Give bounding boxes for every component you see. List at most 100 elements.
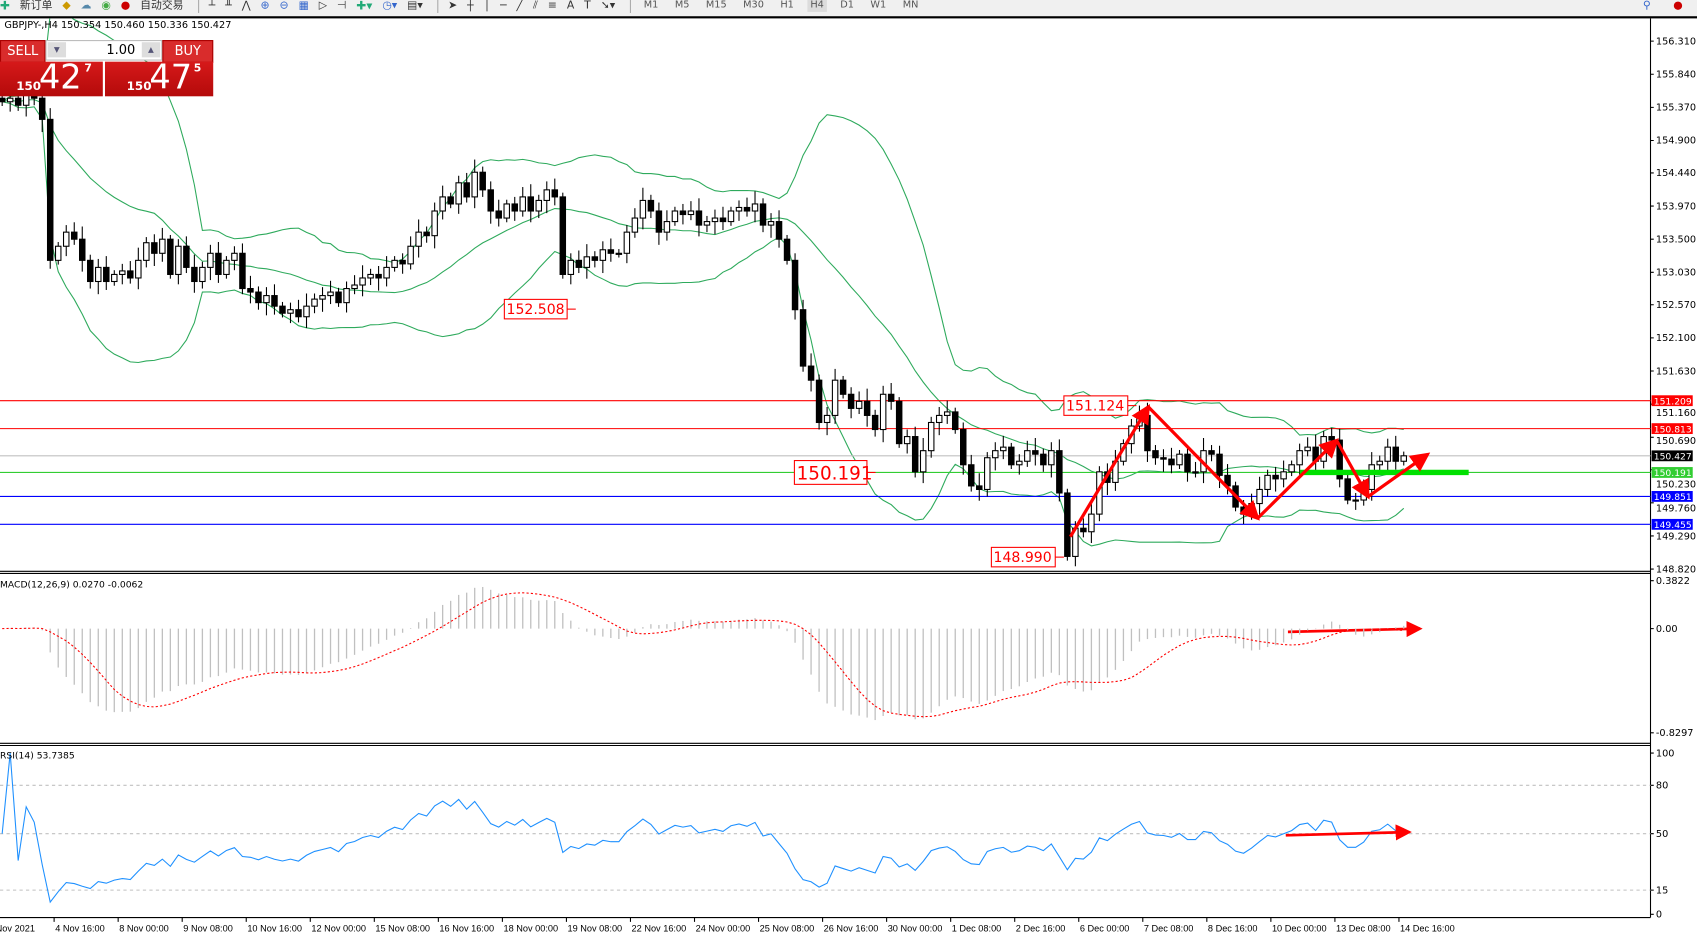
price-tag	[1651, 467, 1693, 478]
lot-size-input[interactable]: 1.00	[106, 42, 136, 58]
price-tick-label: 151.630	[1656, 366, 1696, 377]
lot-size-stepper[interactable]: ▼ 1.00 ▲	[45, 40, 163, 61]
date-tick-label: 15 Nov 08:00	[375, 924, 430, 934]
book-icon[interactable]: ◆	[62, 0, 71, 12]
zoom-in-icon[interactable]: ⊕	[260, 0, 270, 12]
timeframe-m5[interactable]: M5	[674, 0, 690, 11]
notification-icon[interactable]: ●	[1673, 0, 1683, 12]
bearish-candle	[783, 238, 791, 261]
bearish-candle	[719, 217, 727, 223]
indicators-icon[interactable]: ✚▾	[356, 0, 373, 13]
timeframe-d1[interactable]: D1	[840, 0, 854, 11]
bullish-candle	[919, 450, 927, 473]
candle-chart-icon[interactable]: ╨	[225, 0, 232, 12]
bullish-candle	[1088, 513, 1095, 533]
line-chart-icon[interactable]: ⋀	[241, 0, 251, 12]
timeframe-m1[interactable]: M1	[643, 0, 659, 11]
buy-button[interactable]: BUY	[162, 40, 214, 63]
bullish-candle	[287, 309, 294, 314]
bearish-candle	[976, 485, 983, 490]
bearish-candle	[279, 305, 286, 314]
bullish-candle	[1304, 446, 1311, 452]
bearish-candle	[647, 199, 655, 212]
cursor-icon[interactable]: ➤	[448, 0, 458, 12]
auto-trading-icon[interactable]: ●	[120, 0, 131, 12]
cloud-icon[interactable]: ☁	[80, 0, 92, 12]
periods-icon[interactable]: ◷▾	[382, 0, 398, 12]
arrows-icon[interactable]: ➘▾	[600, 0, 616, 12]
zigzag-arrow	[1069, 404, 1150, 538]
bearish-candle	[1152, 450, 1159, 459]
bullish-candle	[984, 457, 991, 490]
price-tag-label: 150.813	[1654, 424, 1692, 435]
price-tick-label: 154.900	[1656, 136, 1696, 147]
vertical-line-icon[interactable]: │	[483, 0, 491, 12]
date-tick-label: 18 Nov 00:00	[503, 924, 558, 934]
fibonacci-icon[interactable]: ≡	[547, 0, 557, 12]
timeframe-m15[interactable]: M15	[705, 0, 727, 11]
timeframe-h1[interactable]: H1	[780, 0, 794, 11]
bullish-candle	[1288, 464, 1295, 473]
bullish-candle	[1024, 450, 1031, 462]
rsi-tick-label: 15	[1656, 885, 1668, 896]
trendline-icon[interactable]: ╱	[516, 0, 524, 12]
date-tick-label: 30 Nov 00:00	[888, 924, 943, 934]
bearish-candle	[791, 259, 799, 311]
one-click-trading-panel: SELL ▼ 1.00 ▲ BUY 150 42 7 150 47 5	[0, 40, 214, 97]
bullish-candle	[319, 295, 326, 300]
autoscroll-icon[interactable]: ▷	[318, 0, 328, 12]
bearish-candle	[215, 252, 222, 275]
auto-trading-button[interactable]: 自动交易	[140, 0, 184, 12]
decrease-lot-button[interactable]: ▼	[47, 42, 67, 58]
bullish-candle	[223, 259, 230, 275]
channel-icon[interactable]: ⫽	[533, 0, 538, 12]
bearish-candle	[1032, 450, 1039, 455]
bullish-candle	[311, 298, 318, 307]
bullish-candle	[111, 273, 118, 283]
bullish-candle	[471, 171, 478, 198]
price-tick-label: 148.820	[1656, 564, 1696, 575]
date-tick-label: 19 Nov 08:00	[568, 924, 623, 934]
horizontal-line-icon[interactable]: ─	[500, 0, 507, 12]
search-icon[interactable]: ⚲	[1642, 0, 1651, 12]
bullish-candle	[175, 245, 182, 275]
label-icon[interactable]: T	[584, 0, 591, 12]
crosshair-icon[interactable]: ┼	[467, 0, 474, 12]
new-order-icon[interactable]: ✚	[0, 0, 10, 13]
templates-icon[interactable]: ▤▾	[407, 0, 423, 12]
timeframe-w1[interactable]: W1	[870, 0, 887, 11]
bearish-candle	[968, 464, 975, 487]
bar-chart-icon[interactable]: ┴	[208, 0, 216, 12]
sell-price-pips: 42	[38, 58, 82, 98]
increase-lot-button[interactable]: ▲	[141, 42, 161, 58]
timeframe-h4[interactable]: H4	[807, 0, 828, 12]
price-chart[interactable]: 156.310 155.840 155.370 154.900 154.440 153.9…	[0, 18, 1697, 937]
sell-button[interactable]: SELL	[0, 40, 46, 63]
bullish-candle	[671, 210, 679, 223]
sell-price[interactable]: 150 42 7	[0, 58, 103, 97]
chart-shift-icon[interactable]: ⊣	[337, 0, 347, 12]
bearish-candle	[271, 295, 278, 307]
timeframe-m30[interactable]: M30	[743, 0, 764, 11]
timeframe-mn[interactable]: MN	[902, 0, 919, 11]
signal-icon[interactable]: ◉	[101, 0, 111, 12]
buy-price[interactable]: 150 47 5	[104, 58, 214, 97]
bullish-candle	[855, 400, 863, 409]
date-tick-label: 13 Dec 08:00	[1336, 924, 1391, 934]
bullish-candle	[1048, 450, 1055, 466]
bearish-candle	[70, 231, 78, 240]
tile-windows-icon[interactable]: ▦	[298, 0, 309, 12]
text-icon[interactable]: A	[566, 0, 575, 12]
zoom-out-icon[interactable]: ⊖	[279, 0, 289, 12]
bollinger-band-lower	[2, 101, 1405, 547]
price-tick-label: 154.440	[1656, 168, 1696, 179]
bearish-candle	[551, 189, 559, 198]
bearish-candle	[38, 97, 46, 120]
price-tag	[1651, 518, 1693, 530]
new-order-button[interactable]: 新订单	[19, 0, 53, 12]
date-tick-label: Nov 2021	[0, 924, 35, 934]
bearish-candle	[255, 291, 262, 304]
bearish-candle	[167, 238, 174, 275]
bullish-candle	[711, 217, 719, 223]
